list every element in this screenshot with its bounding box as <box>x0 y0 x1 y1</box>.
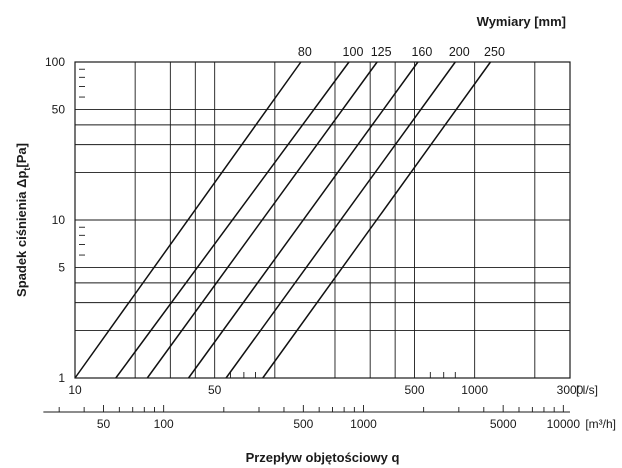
series-label-125: 125 <box>371 45 392 59</box>
y-tick-label: 10 <box>52 213 66 227</box>
series-label-250: 250 <box>484 45 505 59</box>
series-label-200: 200 <box>449 45 470 59</box>
y-axis-title-subscript: t <box>22 168 32 171</box>
y-tick-label: 100 <box>45 55 65 69</box>
m3h-tick-label: 1000 <box>350 417 377 431</box>
m3h-tick-label: 50 <box>97 417 111 431</box>
plot-frame <box>74 61 571 379</box>
y-axis-title-unit: [Pa] <box>14 143 29 168</box>
x-axis-unit: [ l/s] <box>576 383 598 397</box>
y-tick-label: 50 <box>52 103 66 117</box>
tick-labels: 80 100 125 160 200 250 10 50 500 1000 3000 1 5 10 50 10… <box>43 45 584 431</box>
m3h-tick-label: 5000 <box>490 417 517 431</box>
minor-tick-marks <box>79 68 456 378</box>
m3h-tick-label: 500 <box>293 417 313 431</box>
x-tick-label: 3000 <box>557 383 584 397</box>
series-line-160 <box>187 61 419 379</box>
series-line-100 <box>115 61 350 379</box>
m3h-axis-unit: [m³/h] <box>585 417 616 431</box>
x-axis-title: Przepływ objętościowy q <box>246 450 400 465</box>
x-tick-label: 1000 <box>461 383 488 397</box>
series-line-125 <box>146 61 378 379</box>
series-lines <box>74 61 492 379</box>
y-axis-title-main: Spadek ciśnienia Δp <box>14 171 29 297</box>
m3h-tick-label: 10000 <box>547 417 581 431</box>
series-label-160: 160 <box>411 45 432 59</box>
series-line-200 <box>225 61 456 379</box>
y-tick-label: 1 <box>58 371 65 385</box>
y-axis-title: Spadek ciśnienia Δpt[Pa] <box>14 143 32 297</box>
grid-lines <box>75 62 570 378</box>
series-label-100: 100 <box>343 45 364 59</box>
series-line-80 <box>74 61 302 379</box>
series-line-250 <box>262 61 492 379</box>
x-tick-label: 50 <box>208 383 222 397</box>
x-tick-label: 500 <box>404 383 424 397</box>
x-tick-label: 10 <box>68 383 82 397</box>
y-tick-label: 5 <box>58 261 65 275</box>
sizes-title: Wymiary [mm] <box>477 14 566 29</box>
series-label-80: 80 <box>298 45 312 59</box>
m3h-tick-label: 100 <box>154 417 174 431</box>
